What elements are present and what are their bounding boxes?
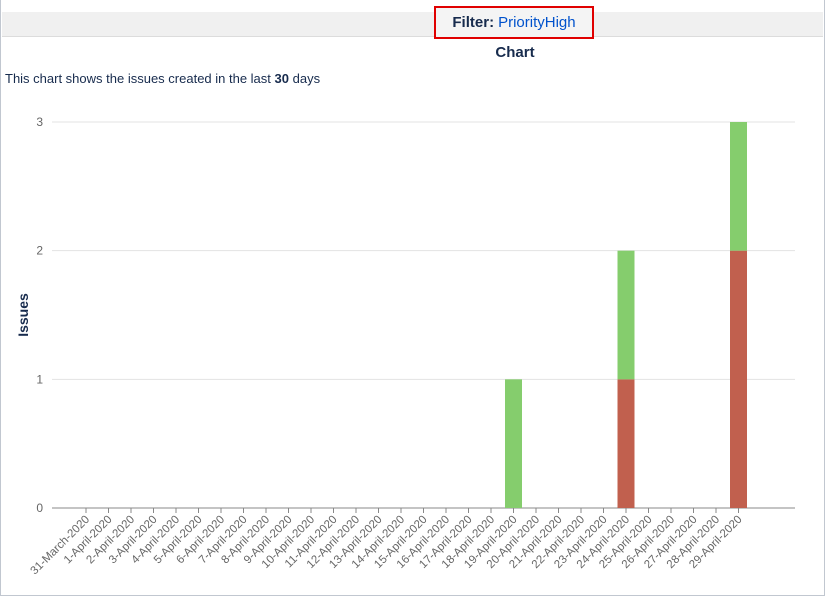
y-tick-label: 0: [36, 501, 43, 515]
chart-heading: Chart: [495, 44, 535, 61]
y-axis-label: Issues: [15, 293, 31, 337]
bar-segment: [617, 379, 635, 508]
filter-bar: [2, 12, 823, 37]
description-text-after: days: [292, 71, 321, 86]
y-tick-label: 3: [36, 115, 43, 129]
description-days: 30: [274, 71, 289, 86]
filter-prefix: Filter:: [452, 14, 495, 31]
y-tick-label: 2: [36, 244, 43, 258]
bar-segment: [730, 122, 747, 251]
description-text-before: This chart shows the issues created in t…: [5, 71, 271, 86]
bar-segment: [505, 379, 522, 508]
filter-label: Filter: PriorityHigh: [434, 6, 594, 39]
bar-segment: [730, 250, 747, 508]
y-tick-label: 1: [36, 372, 43, 386]
chart-description: This chart shows the issues created in t…: [5, 71, 320, 86]
bar-segment: [617, 250, 635, 380]
filter-value-link[interactable]: PriorityHigh: [498, 14, 576, 31]
